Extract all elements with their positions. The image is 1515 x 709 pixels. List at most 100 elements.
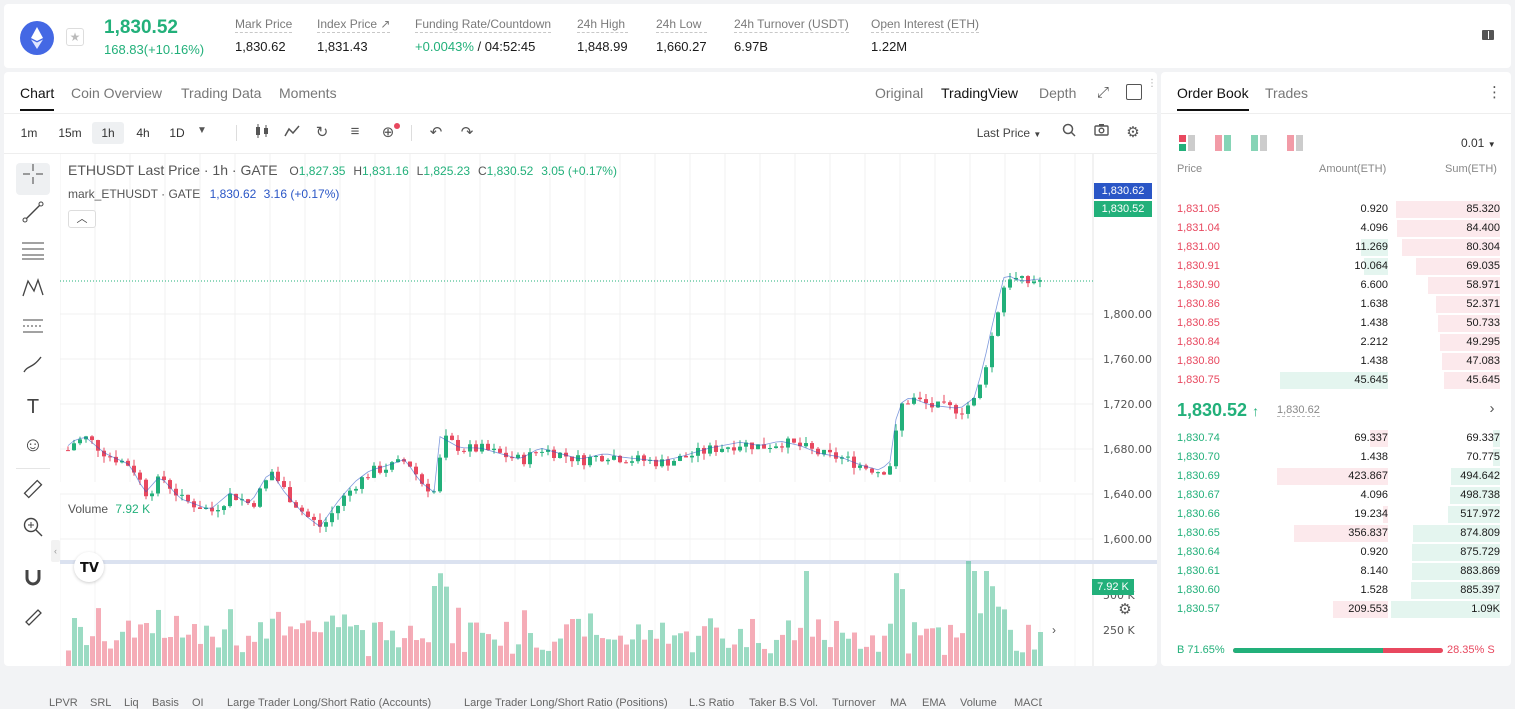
lock-draw-tool-icon[interactable] [16, 604, 50, 636]
tab-moments[interactable]: Moments [279, 85, 337, 101]
indicator-liq[interactable]: Liq [124, 697, 139, 709]
candle-type-icon[interactable] [253, 124, 271, 142]
interval-1h[interactable]: 1h [92, 122, 124, 144]
bid-row[interactable]: 1,830.64 0.920 875.729 [1161, 543, 1511, 562]
indicator-oi[interactable]: OI [192, 697, 204, 709]
view-original[interactable]: Original [875, 85, 924, 101]
chevron-right-icon[interactable]: › [1489, 400, 1495, 417]
book-icon[interactable] [1480, 28, 1496, 44]
collapse-toolbar-icon[interactable]: ‹ [51, 540, 60, 562]
crosshair-tool-icon[interactable] [16, 163, 50, 195]
brush-tool-icon[interactable] [16, 353, 50, 385]
bid-row[interactable]: 1,830.65 356.837 874.809 [1161, 524, 1511, 543]
text-tool-icon[interactable]: T [26, 396, 40, 418]
bid-row[interactable]: 1,830.70 1.438 70.775 [1161, 448, 1511, 467]
volume-bar [150, 633, 155, 666]
indicator-large-trader-long-short-ratio-positions-[interactable]: Large Trader Long/Short Ratio (Positions… [464, 697, 668, 709]
zoom-in-tool-icon[interactable] [16, 516, 50, 548]
ask-row[interactable]: 1,830.91 10.064 69.035 [1161, 257, 1511, 276]
fullscreen-icon[interactable] [1126, 84, 1142, 100]
prediction-tool-icon[interactable] [16, 315, 50, 347]
candle-body [390, 462, 394, 470]
magnet-tool-icon[interactable] [16, 566, 50, 598]
settings-gear-icon[interactable]: ⚙ [1126, 124, 1140, 141]
indicator-volume[interactable]: Volume [960, 697, 997, 709]
view-depth[interactable]: Depth [1039, 85, 1077, 101]
bid-row[interactable]: 1,830.67 4.096 498.738 [1161, 486, 1511, 505]
volume-legend: Volume 7.92 K [68, 502, 150, 516]
candle-body [558, 452, 562, 458]
indicator-ma[interactable]: MA [890, 697, 907, 709]
emoji-tool-icon[interactable]: ☺ [22, 434, 44, 456]
collapse-legend-icon[interactable]: ︿ [68, 210, 96, 228]
indicator-large-trader-long-short-ratio-accounts-[interactable]: Large Trader Long/Short Ratio (Accounts) [227, 697, 432, 709]
bid-row[interactable]: 1,830.69 423.867 494.642 [1161, 467, 1511, 486]
refresh-icon[interactable]: ↻ [315, 124, 329, 141]
interval-4h[interactable]: 4h [136, 126, 150, 140]
favorite-star-icon[interactable]: ★ [66, 28, 84, 46]
redo-icon[interactable]: ↷ [460, 124, 474, 141]
bid-row[interactable]: 1,830.61 8.140 883.869 [1161, 562, 1511, 581]
candle [804, 437, 808, 448]
layout-split-icon[interactable] [1215, 135, 1231, 156]
ruler-tool-icon[interactable] [16, 478, 50, 510]
templates-icon[interactable]: ≡ [350, 123, 360, 140]
ask-row[interactable]: 1,830.90 6.600 58.971 [1161, 276, 1511, 295]
time-settings-icon[interactable]: ⚙ [1118, 601, 1132, 618]
bid-row[interactable]: 1,830.57 209.553 1.09K [1161, 600, 1511, 619]
tab-order-book[interactable]: Order Book [1177, 85, 1249, 111]
indicator-srl[interactable]: SRL [90, 697, 112, 709]
camera-icon[interactable] [1092, 123, 1110, 140]
indicator-taker-b-s-vol-[interactable]: Taker B.S Vol. [749, 697, 819, 709]
chevron-right-icon[interactable]: › [1052, 623, 1056, 637]
ask-row[interactable]: 1,831.00 11.269 80.304 [1161, 238, 1511, 257]
indicator-basis[interactable]: Basis [152, 697, 179, 709]
ask-row[interactable]: 1,830.80 1.438 47.083 [1161, 352, 1511, 371]
layout-asks-icon[interactable] [1287, 135, 1303, 156]
layout-both-icon[interactable] [1179, 135, 1195, 156]
ask-row[interactable]: 1,831.04 4.096 84.400 [1161, 219, 1511, 238]
undo-icon[interactable]: ↶ [429, 124, 443, 141]
volume-bar [768, 653, 773, 666]
ask-row[interactable]: 1,830.86 1.638 52.371 [1161, 295, 1511, 314]
price-chart[interactable]: 1,800.00 1,760.00 1,720.00 1,680.00 1,640.00… [60, 154, 1157, 676]
more-vertical-icon[interactable]: ⋮ [1487, 84, 1502, 101]
volume-bar [912, 622, 917, 666]
indicator-ema[interactable]: EMA [922, 697, 946, 709]
bid-row[interactable]: 1,830.66 19.234 517.972 [1161, 505, 1511, 524]
tab-coin-overview[interactable]: Coin Overview [71, 85, 163, 101]
ask-row[interactable]: 1,830.85 1.438 50.733 [1161, 314, 1511, 333]
candle-body [462, 450, 466, 452]
interval-1m[interactable]: 1m [20, 126, 38, 140]
ask-row[interactable]: 1,830.84 2.212 49.295 [1161, 333, 1511, 352]
ask-row[interactable]: 1,831.05 0.920 85.320 [1161, 200, 1511, 219]
view-tradingview[interactable]: TradingView [941, 85, 1019, 101]
stat-index-price[interactable]: Index Price ↗ 1,831.43 [317, 17, 391, 54]
ask-row[interactable]: 1,830.75 45.645 45.645 [1161, 371, 1511, 390]
expand-icon[interactable]: ⤢ [1096, 84, 1109, 101]
bid-row[interactable]: 1,830.60 1.528 885.397 [1161, 581, 1511, 600]
pattern-tool-icon[interactable] [16, 277, 50, 309]
fib-tool-icon[interactable] [16, 239, 50, 271]
indicator-turnover[interactable]: Turnover [832, 697, 876, 709]
indicator-macd[interactable]: MACD [1014, 697, 1042, 709]
precision-select[interactable]: 0.01 ▼ [1461, 136, 1496, 150]
volume-bar [228, 609, 233, 666]
indicator-l-s-ratio[interactable]: L.S Ratio [689, 697, 735, 709]
tab-chart[interactable]: Chart [20, 85, 55, 111]
tab-trading-data[interactable]: Trading Data [181, 85, 262, 101]
bid-row[interactable]: 1,830.74 69.337 69.337 [1161, 429, 1511, 448]
tab-trades[interactable]: Trades [1265, 85, 1309, 101]
interval-15m[interactable]: 15m [58, 126, 82, 140]
add-indicator-icon[interactable]: ⊕ [378, 123, 400, 141]
trend-line-tool-icon[interactable] [16, 201, 50, 233]
indicators-icon[interactable] [283, 124, 301, 142]
indicator-lpvr[interactable]: LPVR [49, 697, 78, 709]
more-vertical-icon[interactable]: ⋮ [1147, 78, 1157, 89]
price-type-select[interactable]: Last Price ▼ [970, 122, 1048, 144]
search-icon[interactable] [1060, 123, 1078, 141]
interval-1d[interactable]: 1D [169, 126, 185, 140]
layout-bids-icon[interactable] [1251, 135, 1267, 156]
interval-dropdown-icon[interactable]: ▼ [197, 125, 207, 136]
candle [306, 508, 310, 518]
